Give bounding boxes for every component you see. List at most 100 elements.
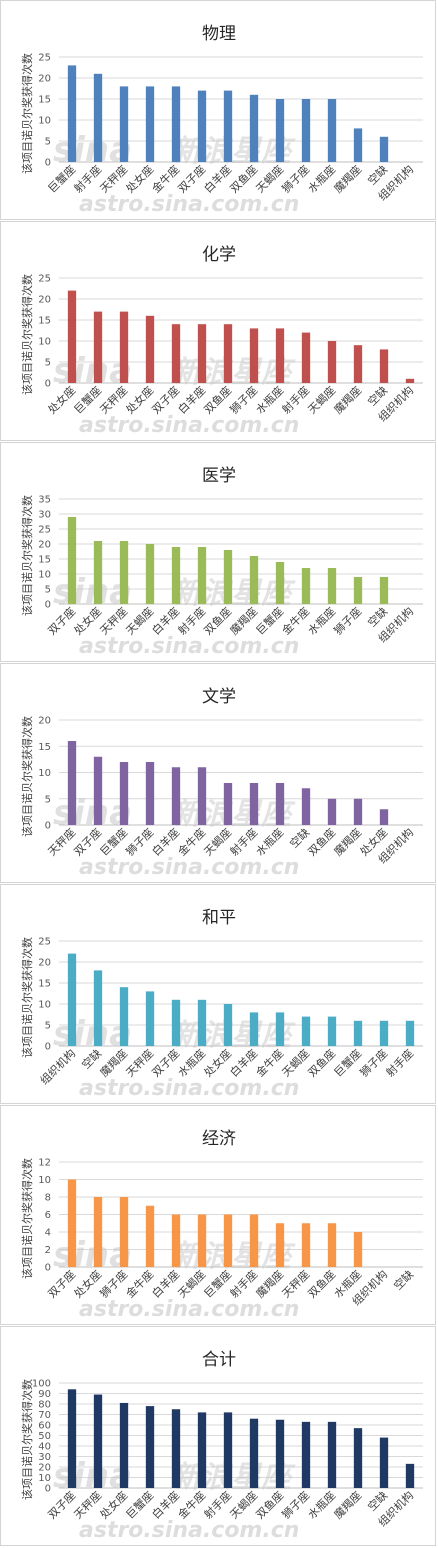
bar [93, 756, 103, 825]
bar [301, 568, 311, 604]
y-tick-label: 10 [38, 570, 51, 581]
y-tick-label: 0 [45, 379, 51, 390]
bar [119, 987, 129, 1046]
bar [145, 315, 155, 383]
y-tick-label: 0 [45, 821, 51, 832]
bar [145, 991, 155, 1046]
bar [249, 1418, 259, 1488]
bar [223, 1004, 233, 1046]
bar [327, 341, 337, 383]
watermark-brand: sina [53, 1456, 132, 1496]
chart-title: 合计 [202, 1350, 236, 1370]
bar [249, 556, 259, 604]
bar [353, 577, 363, 604]
y-tick-label: 0 [45, 158, 51, 169]
bar [223, 1214, 233, 1267]
sina-watermark: sina 新浪星座 astro.sina.com.cn [53, 1456, 299, 1543]
category-label: 水瓶座 [305, 604, 338, 637]
category-label: 空缺 [391, 1267, 416, 1292]
bar [197, 999, 207, 1046]
bar [249, 1214, 259, 1267]
bar [119, 1402, 129, 1488]
category-label: 白羊座 [149, 604, 182, 637]
chart-title: 经济 [202, 1129, 236, 1149]
bar [119, 311, 129, 383]
category-label: 双鱼座 [305, 1046, 338, 1079]
bar [93, 1394, 103, 1488]
bar [275, 1419, 285, 1488]
category-label: 双子座 [149, 1046, 182, 1079]
bar [223, 783, 233, 825]
category-label: 双鱼座 [305, 825, 338, 858]
chart-title: 医学 [202, 466, 236, 486]
sina-watermark: sina 新浪星座 astro.sina.com.cn [53, 572, 299, 659]
y-tick-label: 70 [38, 1410, 51, 1421]
bar [249, 783, 259, 825]
bar [145, 86, 155, 162]
sina-watermark: sina 新浪星座 astro.sina.com.cn [53, 351, 299, 438]
y-tick-label: 90 [38, 1389, 51, 1400]
bar [353, 798, 363, 825]
watermark-brand: sina [53, 351, 132, 391]
y-axis-label: 该项目诺贝尔奖获得次数 [20, 1379, 34, 1500]
bar [249, 94, 259, 162]
watermark-url: astro.sina.com.cn [79, 855, 299, 880]
y-tick-label: 35 [38, 495, 51, 506]
watermark-url: astro.sina.com.cn [79, 1076, 299, 1101]
y-tick-label: 2 [45, 1245, 51, 1256]
bar [67, 290, 77, 383]
y-axis-label: 该项目诺贝尔奖获得次数 [20, 716, 34, 837]
y-tick-label: 15 [38, 555, 51, 566]
y-tick-label: 10 [38, 1473, 51, 1484]
bar [301, 332, 311, 383]
sina-watermark: sina 新浪星座 astro.sina.com.cn [53, 793, 299, 880]
category-label: 白羊座 [149, 825, 182, 858]
bar [119, 541, 129, 604]
bar [67, 1179, 77, 1267]
bar [119, 1197, 129, 1267]
y-tick-label: 20 [38, 958, 51, 969]
bar [275, 783, 285, 825]
y-tick-label: 0 [45, 1042, 51, 1053]
bar [379, 136, 389, 162]
y-tick-label: 25 [38, 937, 51, 948]
y-tick-label: 25 [38, 525, 51, 536]
y-tick-label: 20 [38, 295, 51, 306]
category-label: 水瓶座 [305, 162, 338, 195]
watermark-brand: sina [53, 1235, 132, 1275]
category-label: 魔羯座 [331, 383, 364, 416]
bar [327, 1421, 337, 1488]
chart-title: 物理 [202, 24, 236, 44]
watermark-brand-cn: 新浪星座 [171, 797, 296, 832]
watermark-url: astro.sina.com.cn [79, 413, 299, 438]
category-label: 巨蟹座 [331, 1046, 364, 1079]
y-axis-label: 该项目诺贝尔奖获得次数 [20, 274, 34, 395]
watermark-brand: sina [53, 130, 132, 170]
bar [93, 541, 103, 604]
bar [249, 1012, 259, 1046]
bar [327, 798, 337, 825]
bar [353, 1232, 363, 1267]
bar [405, 1463, 415, 1488]
bar [275, 328, 285, 383]
bar [405, 378, 415, 383]
bar [301, 1421, 311, 1488]
y-tick-label: 15 [38, 316, 51, 327]
bar [405, 1020, 415, 1046]
y-tick-label: 15 [38, 95, 51, 106]
y-tick-label: 20 [38, 1463, 51, 1474]
bar [119, 762, 129, 825]
y-tick-label: 60 [38, 1421, 51, 1432]
y-tick-label: 5 [45, 1021, 51, 1032]
watermark-url: astro.sina.com.cn [79, 192, 299, 217]
chart-title: 化学 [202, 245, 236, 265]
category-label: 双鱼座 [305, 1267, 338, 1300]
